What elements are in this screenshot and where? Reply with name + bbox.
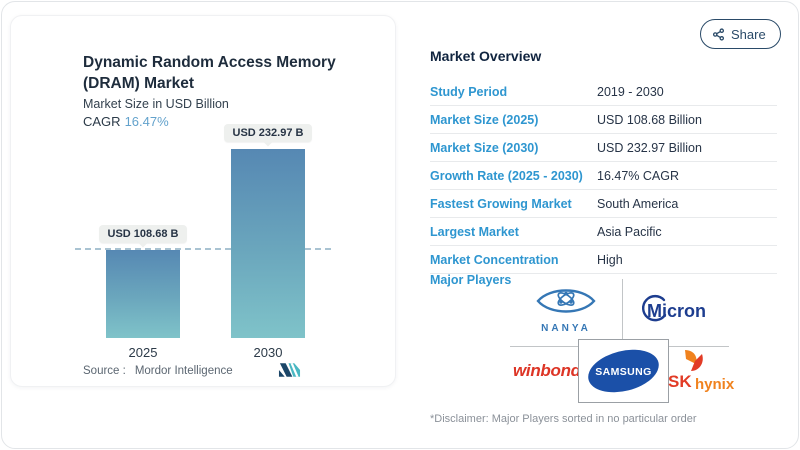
- sk-hynix-logo: SK hynix: [668, 348, 746, 396]
- bar-2025[interactable]: [106, 250, 180, 338]
- source-label: Source :: [83, 365, 126, 377]
- row-label: Largest Market: [430, 224, 519, 239]
- table-row-market-size-2025: Market Size (2025) USD 108.68 Billion: [430, 106, 777, 134]
- bar-group-2025: USD 108.68 B 2025: [98, 123, 188, 360]
- chart-title-line1: Dynamic Random Access Memory: [83, 54, 336, 71]
- table-row-fastest-growing-market: Fastest Growing Market South America: [430, 190, 777, 218]
- table-row-growth-rate: Growth Rate (2025 - 2030) 16.47% CAGR: [430, 162, 777, 190]
- source-name: Mordor Intelligence: [134, 365, 233, 377]
- samsung-logo: SAMSUNG: [578, 339, 669, 403]
- row-value: Asia Pacific: [597, 224, 662, 239]
- table-row-market-concentration: Market Concentration High: [430, 246, 777, 274]
- bar-value-label-2025: USD 108.68 B: [98, 225, 188, 248]
- row-label: Market Concentration: [430, 252, 559, 267]
- mordor-intelligence-logo-icon: [278, 363, 301, 377]
- winbond-logo: winbond: [513, 361, 581, 380]
- nanya-wordmark: NANYA: [541, 323, 591, 334]
- logo-divider-vertical: [622, 279, 623, 339]
- hynix-wordmark: hynix: [695, 376, 735, 393]
- chart-cagr: CAGR 16.47%: [83, 114, 169, 129]
- sk-wordmark: SK: [668, 372, 692, 391]
- chart-subtitle: Market Size in USD Billion: [83, 97, 229, 111]
- overview-table: Study Period 2019 - 2030 Market Size (20…: [430, 78, 777, 274]
- chart-panel: Dynamic Random Access Memory (DRAM) Mark…: [10, 15, 396, 387]
- table-row-study-period: Study Period 2019 - 2030: [430, 78, 777, 106]
- row-label: Growth Rate (2025 - 2030): [430, 168, 583, 183]
- reference-dashed-line: [75, 248, 333, 250]
- row-label: Market Size (2030): [430, 140, 539, 155]
- bar-value-label-2030: USD 232.97 B: [223, 124, 313, 147]
- major-players-label: Major Players: [430, 273, 512, 287]
- source-row: Source : Mordor Intelligence: [83, 365, 233, 377]
- axis-label-2030: 2030: [253, 345, 283, 360]
- samsung-wordmark: SAMSUNG: [595, 366, 651, 378]
- disclaimer-text: *Disclaimer: Major Players sorted in no …: [430, 413, 697, 425]
- bar-2030[interactable]: [231, 149, 305, 338]
- micron-logo: Micron: [641, 294, 706, 322]
- bar-group-2030: USD 232.97 B 2030: [223, 123, 313, 360]
- overview-title: Market Overview: [430, 48, 542, 64]
- row-value: South America: [597, 196, 679, 211]
- cagr-value: 16.47%: [124, 114, 169, 129]
- share-icon: [712, 27, 725, 41]
- bar-value-text-2025: USD 108.68 B: [107, 228, 179, 240]
- logo-divider-right: [667, 346, 729, 347]
- axis-label-2025: 2025: [128, 345, 158, 360]
- row-label: Market Size (2025): [430, 112, 539, 127]
- micron-wordmark: Micron: [647, 301, 706, 321]
- row-value: USD 232.97 Billion: [597, 140, 702, 155]
- nanya-logo: NANYA: [528, 285, 604, 334]
- logo-divider-left: [510, 346, 578, 347]
- row-value: USD 108.68 Billion: [597, 112, 702, 127]
- table-row-largest-market: Largest Market Asia Pacific: [430, 218, 777, 246]
- share-button[interactable]: Share: [700, 19, 781, 49]
- table-row-market-size-2030: Market Size (2030) USD 232.97 Billion: [430, 134, 777, 162]
- row-label: Fastest Growing Market: [430, 196, 572, 211]
- chart-title: Dynamic Random Access Memory (DRAM) Mark…: [83, 52, 383, 94]
- bar-value-text-2030: USD 232.97 B: [232, 127, 304, 139]
- row-value: 16.47% CAGR: [597, 168, 679, 183]
- chart-title-line2: (DRAM) Market: [83, 75, 195, 92]
- nanya-eye-icon: [536, 289, 596, 313]
- row-value: 2019 - 2030: [597, 84, 664, 99]
- share-button-label: Share: [731, 26, 766, 42]
- sk-butterfly-icon: [685, 350, 703, 371]
- samsung-ellipse-icon: SAMSUNG: [588, 349, 659, 393]
- row-label: Study Period: [430, 84, 508, 99]
- cagr-label: CAGR: [83, 114, 121, 129]
- row-value: High: [597, 252, 623, 267]
